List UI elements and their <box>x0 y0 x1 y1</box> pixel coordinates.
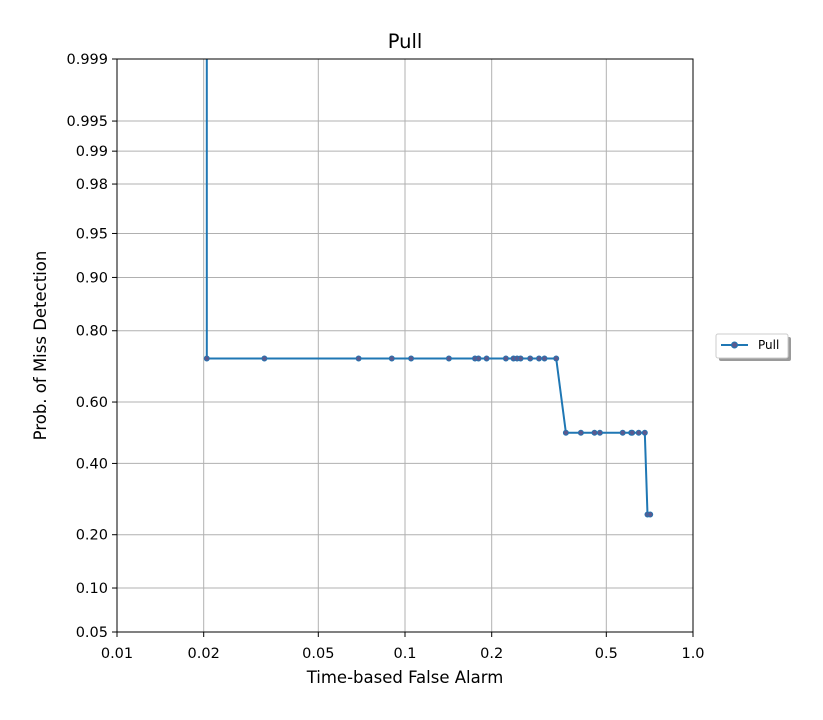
data-point <box>388 355 395 362</box>
y-tick-label: 0.995 <box>66 114 108 130</box>
y-tick-label: 0.80 <box>76 324 108 340</box>
data-point <box>536 355 543 362</box>
y-tick-label: 0.10 <box>76 581 108 597</box>
data-point <box>203 355 210 362</box>
data-point <box>261 355 268 362</box>
data-point <box>483 355 490 362</box>
y-tick-label: 0.98 <box>76 177 108 193</box>
data-point <box>577 429 584 436</box>
chart-title: Pull <box>388 30 423 53</box>
x-tick-label: 0.2 <box>480 646 503 662</box>
y-tick-label: 0.05 <box>76 625 108 641</box>
x-tick-label: 0.01 <box>101 646 133 662</box>
y-tick-label: 0.40 <box>76 456 108 472</box>
data-point <box>517 355 524 362</box>
data-point <box>475 355 482 362</box>
x-tick-label: 0.05 <box>302 646 334 662</box>
x-tick-label: 0.5 <box>595 646 618 662</box>
data-point <box>527 355 534 362</box>
legend: Pull <box>715 333 791 361</box>
data-point <box>619 429 626 436</box>
data-point <box>596 429 603 436</box>
data-point <box>562 429 569 436</box>
legend-marker-swatch <box>731 341 738 349</box>
x-tick-label: 0.02 <box>188 646 220 662</box>
data-point <box>641 429 648 436</box>
data-point <box>629 429 636 436</box>
x-tick-label: 1.0 <box>681 646 704 662</box>
data-point <box>355 355 362 362</box>
y-tick-label: 0.99 <box>76 144 108 160</box>
y-tick-label: 0.95 <box>76 226 108 242</box>
data-point <box>635 429 642 436</box>
data-point <box>541 355 548 362</box>
ticks-layer: 0.01 0.02 0.05 0.1 0.2 0.5 1.0 0.05 0.10 0.20 0.40… <box>66 52 704 662</box>
y-axis-label: Prob. of Miss Detection <box>31 251 50 441</box>
x-tick-label: 0.1 <box>393 646 416 662</box>
y-tick-label: 0.60 <box>76 395 108 411</box>
data-point <box>502 355 509 362</box>
data-point <box>445 355 452 362</box>
y-tick-label: 0.20 <box>76 528 108 544</box>
legend-box <box>715 333 789 359</box>
x-axis-label: Time-based False Alarm <box>306 668 504 687</box>
data-point <box>591 429 598 436</box>
y-tick-label: 0.90 <box>76 270 108 286</box>
data-point <box>408 355 415 362</box>
grid-layer <box>116 58 694 633</box>
data-point <box>553 355 560 362</box>
data-point <box>647 511 654 518</box>
data-layer <box>203 59 654 518</box>
legend-entry-pull: Pull <box>758 338 779 352</box>
y-tick-label: 0.999 <box>66 52 108 68</box>
